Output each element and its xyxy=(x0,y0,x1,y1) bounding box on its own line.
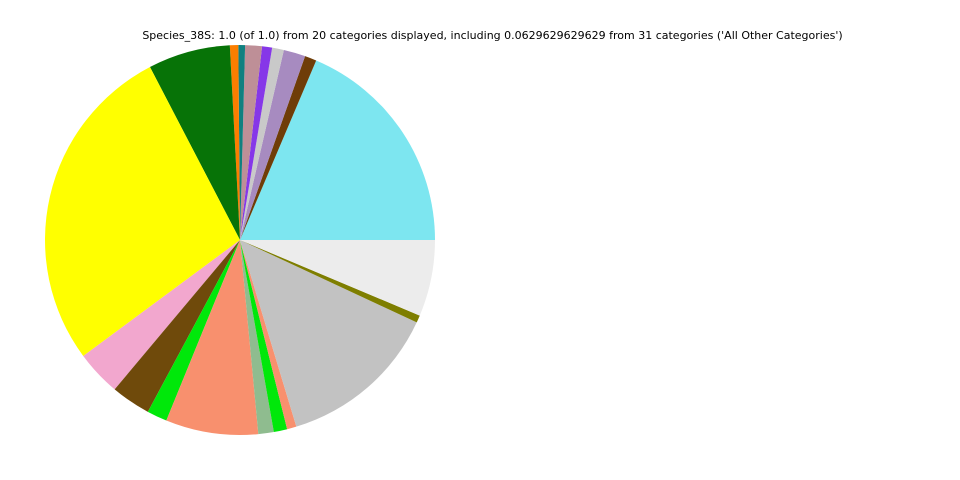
pie-slice-wedge-02 xyxy=(240,56,317,241)
pie-wedges xyxy=(45,45,435,435)
pie-slice-wedge-09 xyxy=(149,45,240,240)
pie-slice-wedge-05 xyxy=(240,46,273,240)
pie-slice-wedge-15 xyxy=(240,240,274,435)
pie-slice-wedge-04 xyxy=(240,47,284,240)
pie-slice-wedge-19 xyxy=(240,240,420,323)
pie-slice-wedge-14 xyxy=(166,240,259,435)
chart-title: Species_38S: 1.0 (of 1.0) from 20 catego… xyxy=(142,29,843,42)
pie-slice-wedge-20 xyxy=(240,240,435,316)
pie-slice-wedge-11 xyxy=(83,240,240,390)
pie-slice-wedge-16 xyxy=(240,240,288,433)
pie-slice-wedge-01 xyxy=(240,60,435,240)
pie-slice-wedge-03 xyxy=(240,50,306,240)
pie-slice-wedge-18 xyxy=(240,240,417,427)
pie-slice-wedge-17 xyxy=(240,240,297,430)
pie-slice-wedge-06 xyxy=(240,45,263,240)
pie-slice-wedge-10 xyxy=(45,67,240,356)
pie-slice-wedge-12 xyxy=(114,240,240,412)
pie-slice-wedge-13 xyxy=(147,240,240,421)
pie-slice-wedge-08 xyxy=(229,45,240,241)
pie-slice-wedge-07 xyxy=(238,45,246,241)
